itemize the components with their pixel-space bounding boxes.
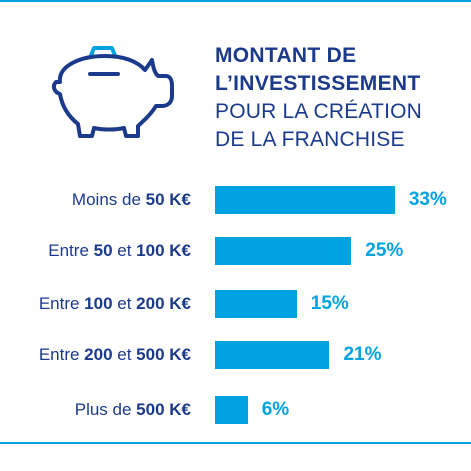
category-label-part: 500 K€ [136,345,191,364]
category-label-part: et [112,294,137,313]
value-label: 21% [343,344,382,365]
category-label-part: et [112,345,137,364]
category-label-part: Moins de [71,190,146,209]
category-label: Moins de 50 K€ [0,190,191,210]
category-label-part: Entre [38,294,85,313]
bar [215,396,248,424]
category-label: Entre 200 et 500 K€ [0,345,191,365]
category-label-part: 50 [93,241,113,260]
category-label: Plus de 500 K€ [0,400,191,420]
value-label: 15% [310,293,349,314]
category-label-part: 200 [84,345,113,364]
bar [215,237,352,265]
value-label: 25% [365,240,404,261]
bar [215,341,330,369]
category-label: Entre 50 et 100 K€ [0,241,191,261]
category-label: Entre 100 et 200 K€ [0,294,191,314]
category-label-part: 50 K€ [145,190,191,209]
category-label-part: et [112,241,137,260]
category-label-part: 100 K€ [136,241,191,260]
category-label-part: Plus de [74,400,137,419]
category-label-part: Entre [38,345,85,364]
piggy-bank-icon [51,46,174,138]
subtitle-line-2: DE LA FRANCHISE [215,128,405,151]
value-label: 6% [261,399,290,420]
category-label-part: 200 K€ [136,294,191,313]
title-line-2: L’INVESTISSEMENT [215,72,421,95]
category-label-part: 500 K€ [136,400,191,419]
category-label-part: 100 [84,294,113,313]
category-label-part: Entre [48,241,94,260]
bar [215,186,395,214]
bar [215,290,297,318]
subtitle-line-1: POUR LA CRÉATION [215,100,423,123]
bottom-divider [0,442,471,444]
chart-title: MONTANT DE L’INVESTISSEMENT POUR LA CRÉA… [215,42,465,154]
title-line-1: MONTANT DE [215,44,357,67]
value-label: 33% [408,189,447,210]
top-divider [0,0,471,2]
